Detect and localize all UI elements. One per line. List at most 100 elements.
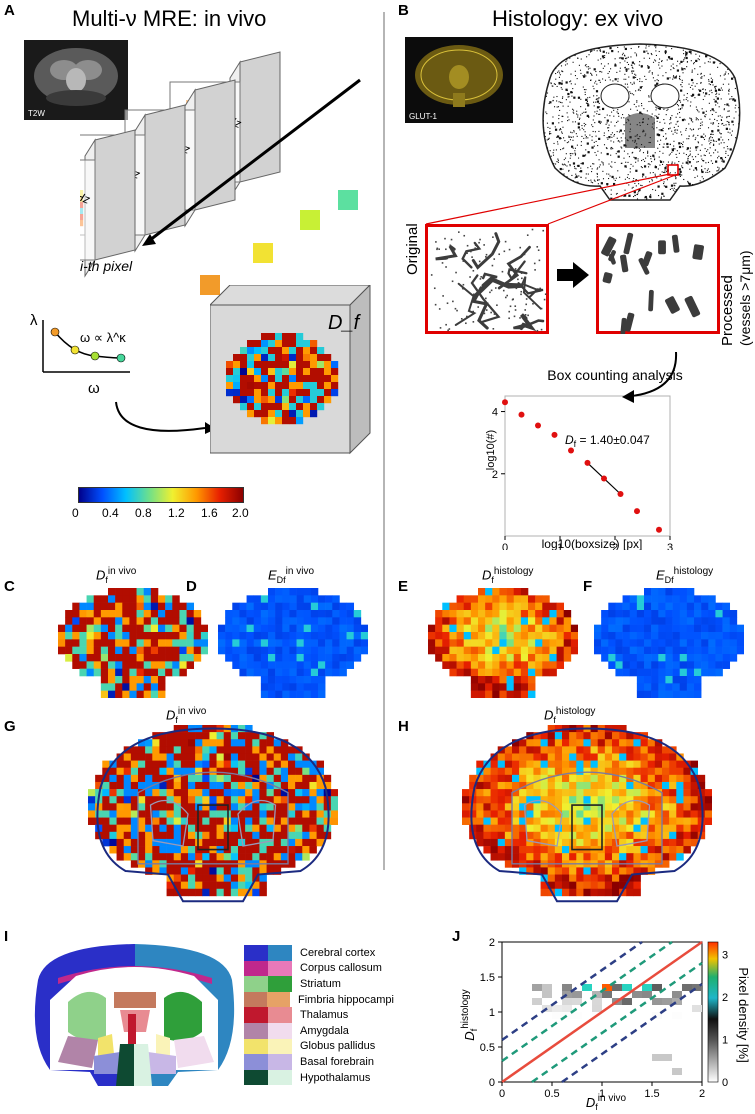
confidence-line [561, 982, 703, 1084]
density-cell [652, 984, 662, 991]
j-ytick: 2 [489, 937, 495, 949]
confidence-line [501, 940, 673, 1063]
density-cell [542, 991, 552, 998]
arrow-to-box-chart [622, 351, 678, 403]
df-volume-box [210, 285, 371, 455]
j-colorbar-tick: 0 [722, 1077, 728, 1089]
box-chart-point [568, 447, 574, 454]
glut1-label: GLUT-1 [409, 112, 438, 121]
legend-label: Basal forebrain [300, 1055, 374, 1068]
colorbar [78, 487, 244, 503]
density-cell [622, 998, 632, 1005]
panel-label-j: J [452, 928, 461, 945]
density-cell [632, 991, 642, 998]
panel-label-a: A [4, 2, 15, 19]
density-cell [562, 991, 572, 998]
panel-label-b: B [398, 2, 409, 19]
box-chart-point [502, 399, 508, 406]
box-chart-xtick: 2 [612, 542, 618, 550]
panel-h-title: Dfhistology [544, 706, 596, 725]
colorbar-tick: 0.8 [135, 506, 152, 520]
density-cell [652, 1012, 662, 1019]
j-ytick: 1.5 [480, 972, 495, 984]
legend-swatch-left [244, 976, 268, 992]
box-chart-point [551, 431, 558, 438]
density-cell [622, 984, 632, 991]
panel-c-title: Dfin vivo [96, 566, 137, 585]
j-colorbar [707, 941, 719, 1083]
box-chart-point [535, 422, 541, 429]
panel-label-i: I [4, 928, 9, 945]
processed-sublabel: (vessels >7μm) [737, 250, 753, 346]
legend-swatch-right [268, 960, 292, 977]
legend-label: Corpus callosum [300, 962, 382, 975]
legend-row: Cerebral cortex [244, 945, 394, 961]
density-cell [662, 998, 672, 1005]
density-cell [672, 1068, 682, 1075]
density-cell [562, 1012, 572, 1019]
t2w-label: T2W [28, 109, 45, 118]
svg-text:λ600Hz: λ600Hz [80, 179, 92, 206]
legend-swatch-left [244, 1069, 268, 1086]
box-chart-ytick: 2 [492, 469, 498, 481]
box-chart-title: Box counting analysis [547, 367, 682, 383]
box-chart-point [634, 508, 640, 515]
legend-label: Cerebral cortex [300, 946, 376, 959]
legend-row: Striatum [244, 976, 394, 992]
confidence-line [501, 940, 643, 1042]
j-colorbar-tick: 3 [722, 950, 728, 962]
legend-row: Corpus callosum [244, 960, 394, 977]
j-xtick: 0.5 [544, 1088, 559, 1100]
density-cell [642, 991, 652, 998]
glut1-thumbnail: GLUT-1 [405, 37, 513, 123]
original-crop [425, 224, 549, 334]
density-cell [682, 984, 692, 991]
box-chart-point [617, 491, 624, 497]
density-cell [592, 1005, 602, 1012]
density-cell [582, 984, 592, 991]
pixel-label: i-th pixel [80, 258, 133, 274]
legend-label: Globus pallidus [300, 1040, 376, 1053]
density-cell [532, 984, 542, 991]
j-ytick: 0.5 [480, 1042, 495, 1054]
legend-swatch-right [268, 1007, 292, 1023]
j-ytick: 0 [489, 1077, 495, 1089]
map-d-error-invivo [218, 588, 368, 698]
density-cell [542, 984, 552, 991]
j-xtick: 2 [699, 1088, 705, 1100]
map-h-df-histology-atlas [462, 725, 712, 903]
panel-b-title: Histology: ex vivo [492, 6, 664, 31]
atlas-legend: Cerebral cortex Corpus callosum Striatum Fi… [244, 945, 394, 1086]
colorbar-tick: 0.4 [102, 506, 119, 520]
legend-label: Amygdala [300, 1024, 349, 1037]
density-cell [552, 1012, 562, 1019]
density-cell [692, 984, 702, 991]
density-cell [672, 1012, 682, 1019]
density-cell [592, 998, 602, 1005]
box-chart-point [518, 411, 525, 418]
density-cell [602, 984, 612, 991]
panel-f-title: EDfhistology [656, 566, 714, 585]
density-cell [692, 1005, 702, 1012]
fractal-dimension-annotation: Df = 1.40±0.047 [565, 433, 650, 449]
density-cell [572, 991, 582, 998]
panel-label-c: C [4, 578, 15, 595]
box-chart-point [656, 526, 662, 533]
density-scatter-chart: 0 0.5 1 1.5 2 0 0.5 1 1.5 2 0 1 2 3 Dfhistology Dfin … [460, 937, 751, 1110]
panel-divider [383, 12, 385, 870]
panel-g-title: Dfin vivo [166, 706, 207, 725]
box-chart-ytick: 4 [492, 407, 498, 419]
density-cell [652, 998, 662, 1005]
box-chart-xtick: 0 [502, 542, 508, 550]
box-chart-xtick: 1 [557, 542, 563, 550]
atlas-region-map [34, 944, 235, 1086]
legend-swatch-right [268, 1069, 292, 1086]
legend-swatch-left [244, 945, 268, 961]
t2w-thumbnail: T2W [24, 40, 128, 120]
map-g-df-invivo-atlas [88, 725, 338, 903]
density-cell [532, 1019, 542, 1026]
panel-d-title: EDfin vivo [268, 566, 315, 585]
panel-label-e: E [398, 578, 409, 595]
legend-swatch-right [268, 1022, 292, 1039]
legend-row: Hypothalamus [244, 1069, 394, 1086]
